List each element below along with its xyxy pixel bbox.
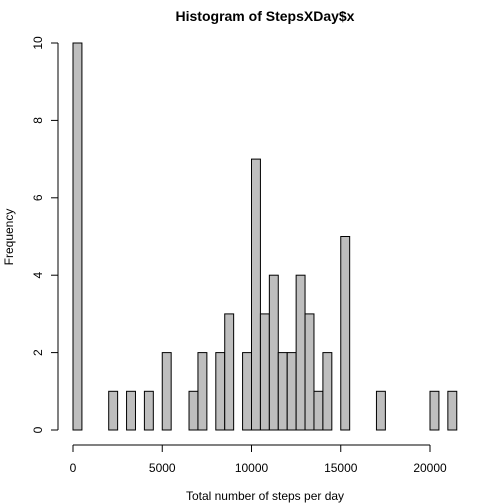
- y-tick-label-0: 0: [31, 426, 45, 433]
- chart-title: Histogram of StepsXDay$x: [176, 8, 355, 24]
- histogram-bar-2: [126, 390, 136, 431]
- x-tick-label-3: 15000: [324, 461, 358, 475]
- histogram-bar-3: [143, 390, 154, 431]
- histogram-bar-19: [340, 236, 351, 431]
- y-tick-label-4: 8: [31, 117, 45, 124]
- histogram-bar-14: [286, 352, 297, 431]
- histogram-bar-17: [313, 390, 324, 431]
- x-tick-label-1: 5000: [149, 461, 176, 475]
- histogram-bar-22: [447, 390, 458, 431]
- histogram-bar-5: [188, 390, 199, 431]
- y-tick-label-3: 6: [31, 194, 45, 201]
- y-tick-label-2: 4: [31, 272, 45, 279]
- histogram-bar-9: [242, 352, 252, 431]
- y-tick-label-1: 2: [31, 349, 45, 356]
- y-axis-label: Frequency: [2, 209, 16, 266]
- histogram-bar-12: [268, 274, 279, 431]
- x-tick-label-2: 10000: [235, 461, 269, 475]
- x-tick-label-4: 20000: [413, 461, 447, 475]
- histogram-bar-18: [322, 352, 333, 431]
- histogram-bar-10: [251, 158, 261, 431]
- y-tick-label-5: 10: [31, 36, 45, 50]
- x-tick-label-0: 0: [70, 461, 77, 475]
- x-axis-label: Total number of steps per day: [186, 489, 344, 503]
- histogram-bar-7: [215, 352, 226, 431]
- histogram-bar-21: [429, 390, 440, 431]
- histogram-bar-1: [108, 390, 119, 431]
- x-axis: 0 5000 10000 15000 20000: [70, 444, 447, 475]
- histogram-bar-4: [161, 352, 172, 431]
- histogram-bar-11: [259, 313, 270, 431]
- histogram-bar-8: [224, 313, 235, 431]
- histogram-bar-20: [375, 390, 386, 431]
- histogram-bar-6: [197, 352, 208, 431]
- bars-group: [72, 42, 458, 431]
- histogram-bar-16: [304, 313, 315, 431]
- histogram-bar-13: [277, 352, 288, 431]
- histogram-bar-0: [72, 42, 83, 431]
- y-axis: 0 2 4 6 8 10: [31, 36, 59, 433]
- histogram-bar-15: [295, 274, 306, 431]
